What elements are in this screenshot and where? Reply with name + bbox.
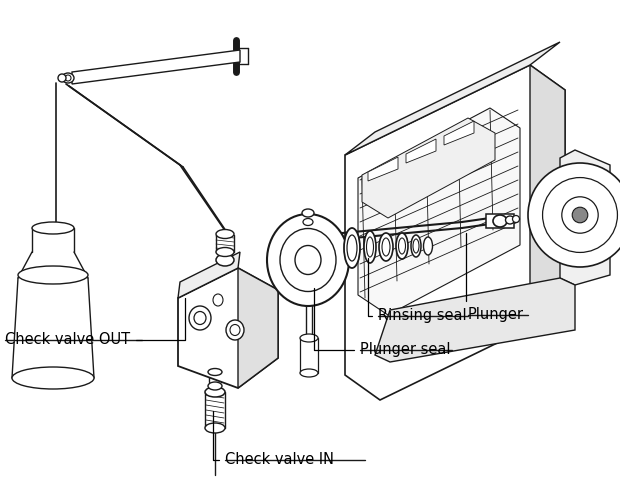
Ellipse shape xyxy=(347,235,357,261)
Ellipse shape xyxy=(411,235,421,257)
Polygon shape xyxy=(358,108,520,315)
Ellipse shape xyxy=(65,75,71,81)
Ellipse shape xyxy=(216,248,234,256)
Ellipse shape xyxy=(300,369,318,377)
Ellipse shape xyxy=(423,237,433,255)
Ellipse shape xyxy=(267,214,349,306)
Ellipse shape xyxy=(32,222,74,234)
Ellipse shape xyxy=(62,73,74,83)
Bar xyxy=(300,338,318,373)
Bar xyxy=(486,214,514,228)
Text: Check valve OUT: Check valve OUT xyxy=(5,298,185,347)
Polygon shape xyxy=(345,42,560,155)
Ellipse shape xyxy=(282,237,294,245)
Circle shape xyxy=(562,197,598,233)
Ellipse shape xyxy=(18,266,88,284)
Ellipse shape xyxy=(208,382,222,390)
Circle shape xyxy=(542,178,618,252)
Ellipse shape xyxy=(300,334,318,342)
Ellipse shape xyxy=(208,369,222,375)
Polygon shape xyxy=(178,268,278,388)
Polygon shape xyxy=(345,65,565,400)
Polygon shape xyxy=(375,278,575,362)
Ellipse shape xyxy=(379,233,393,261)
Ellipse shape xyxy=(58,74,66,82)
Ellipse shape xyxy=(216,230,234,239)
Ellipse shape xyxy=(396,233,408,259)
Ellipse shape xyxy=(226,320,244,340)
Ellipse shape xyxy=(194,311,206,324)
Ellipse shape xyxy=(366,237,373,257)
Ellipse shape xyxy=(189,306,211,330)
Polygon shape xyxy=(530,65,565,310)
Ellipse shape xyxy=(364,231,376,263)
Polygon shape xyxy=(238,268,278,388)
Circle shape xyxy=(528,163,620,267)
Ellipse shape xyxy=(280,229,336,292)
Text: Rinsing seal: Rinsing seal xyxy=(368,258,467,323)
Text: Plunger: Plunger xyxy=(466,233,524,322)
Ellipse shape xyxy=(205,423,225,433)
Ellipse shape xyxy=(302,209,314,217)
Polygon shape xyxy=(362,118,495,218)
Ellipse shape xyxy=(505,216,515,224)
Polygon shape xyxy=(72,50,240,84)
Polygon shape xyxy=(444,121,474,145)
Ellipse shape xyxy=(344,228,360,268)
Polygon shape xyxy=(560,150,610,285)
Ellipse shape xyxy=(12,367,94,389)
Ellipse shape xyxy=(399,238,405,254)
Circle shape xyxy=(572,207,588,223)
Text: Check valve IN: Check valve IN xyxy=(213,411,334,467)
Ellipse shape xyxy=(230,324,240,335)
Polygon shape xyxy=(178,252,240,298)
Ellipse shape xyxy=(382,238,390,256)
Ellipse shape xyxy=(216,254,234,266)
Ellipse shape xyxy=(413,239,419,253)
Ellipse shape xyxy=(213,294,223,306)
Ellipse shape xyxy=(205,387,225,397)
Text: Plunger seal: Plunger seal xyxy=(314,288,451,357)
Polygon shape xyxy=(406,139,436,163)
Ellipse shape xyxy=(513,215,520,223)
Ellipse shape xyxy=(303,219,313,226)
Polygon shape xyxy=(368,157,398,181)
Ellipse shape xyxy=(295,246,321,274)
Ellipse shape xyxy=(493,215,507,227)
